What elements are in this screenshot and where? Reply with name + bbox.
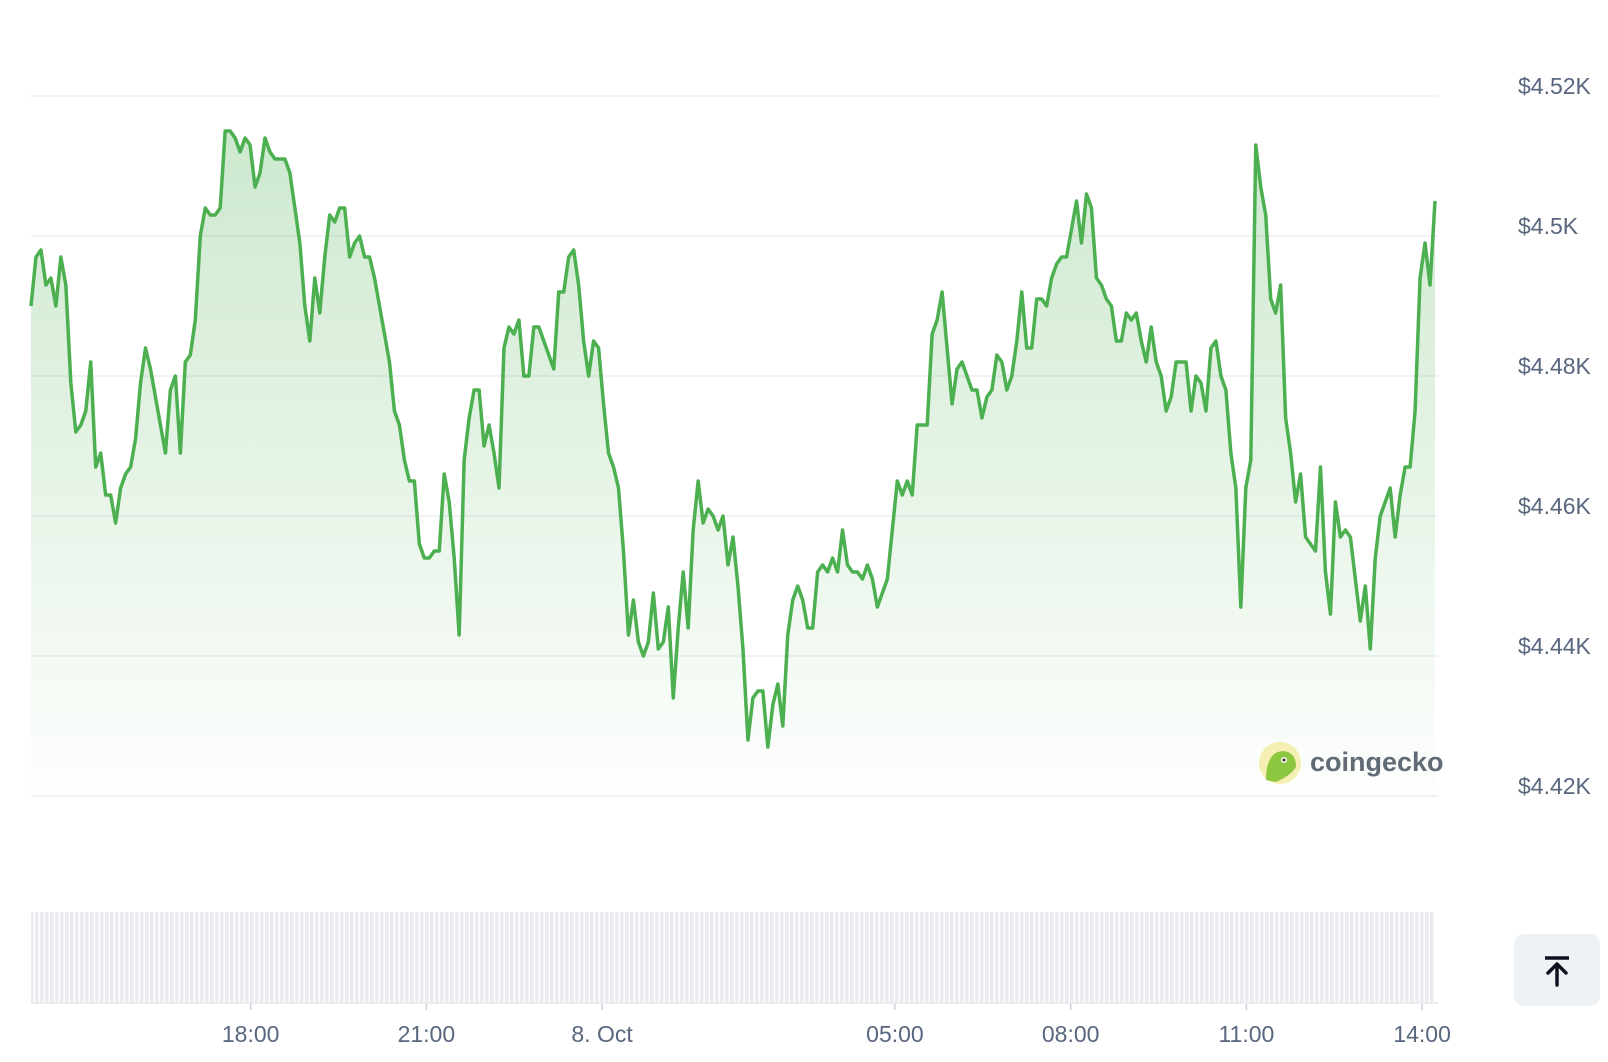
- y-tick-label: $4.44K: [1518, 633, 1592, 659]
- area: [31, 131, 1435, 796]
- watermark-text: coingecko: [1310, 747, 1444, 777]
- x-tick-label: 11:00: [1218, 1021, 1274, 1047]
- plot: [29, 129, 1437, 796]
- volume-band: [31, 912, 1435, 1002]
- x-tick-label: 14:00: [1393, 1021, 1451, 1047]
- scroll-top-button[interactable]: [1514, 934, 1600, 1006]
- x-tick-label: 8. Oct: [571, 1021, 633, 1047]
- y-tick-label: $4.48K: [1518, 353, 1592, 379]
- x-tick-label: 18:00: [222, 1021, 280, 1047]
- x-tick-label: 05:00: [866, 1021, 924, 1047]
- y-tick-label: $4.5K: [1518, 213, 1579, 239]
- y-tick-label: $4.46K: [1518, 493, 1592, 519]
- watermark: coingecko: [1259, 742, 1444, 784]
- x-tick-label: 08:00: [1042, 1021, 1100, 1047]
- y-tick-label: $4.42K: [1518, 773, 1592, 799]
- y-tick-label: $4.52K: [1518, 73, 1592, 99]
- line: [29, 129, 1437, 749]
- x-tick-label: 21:00: [398, 1021, 456, 1047]
